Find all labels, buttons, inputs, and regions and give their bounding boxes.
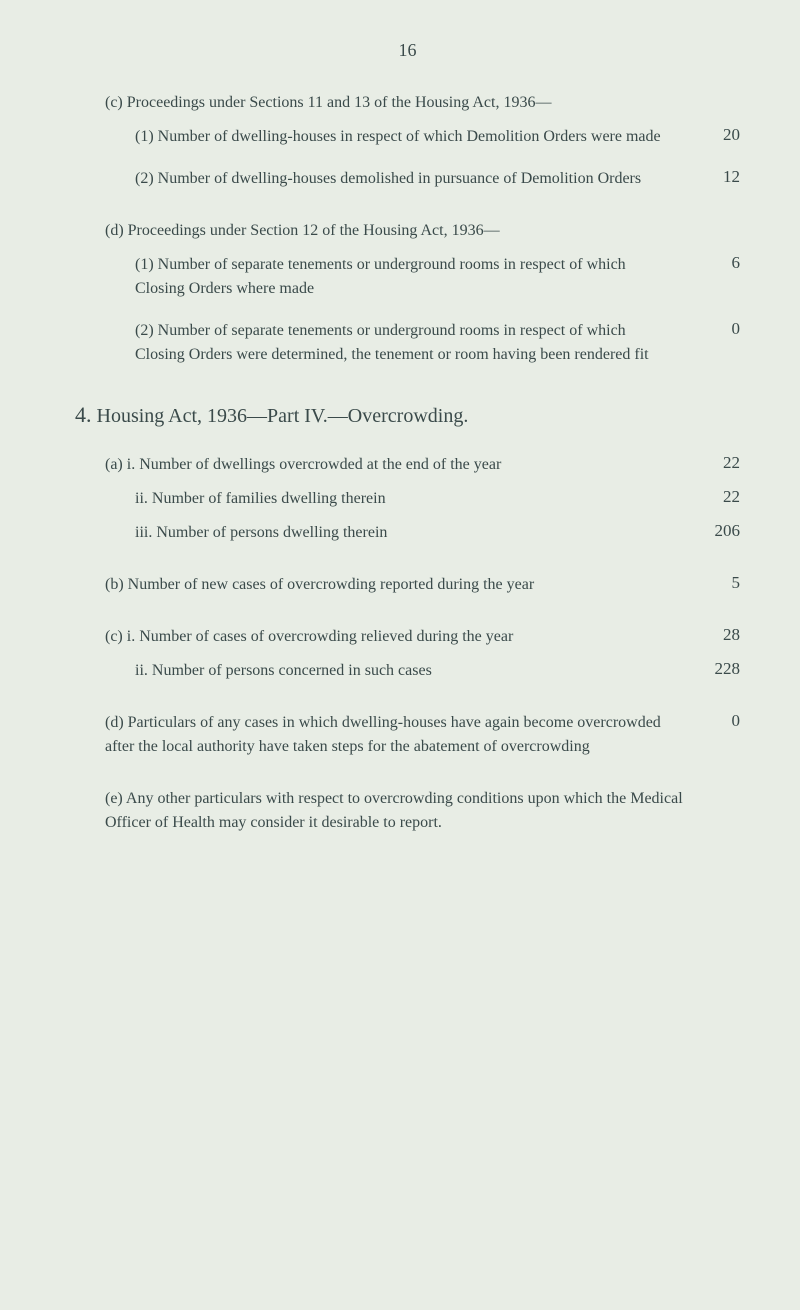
sub-b-label: (b) — [105, 576, 124, 593]
section-d-item-1-value: 6 — [700, 253, 740, 273]
section-c-item-2-text: (2) Number of dwelling-houses demolished… — [135, 167, 700, 191]
section-d-item-2: (2) Number of separate tenements or unde… — [75, 319, 740, 367]
sub-c-item-2: ii. Number of persons concerned in such … — [75, 659, 740, 683]
section-c-item-1-text: (1) Number of dwelling-houses in respect… — [135, 125, 700, 149]
section-4-title: Housing Act, 1936—Part IV.—Overcrowding. — [97, 405, 469, 427]
section-d-label: (d) — [105, 222, 124, 239]
item-content: Number of separate tenements or undergro… — [135, 322, 649, 363]
page-number: 16 — [75, 40, 740, 61]
sub-a-item-2-text: ii. Number of families dwelling therein — [135, 487, 700, 511]
section-d-item-2-value: 0 — [700, 319, 740, 339]
item-label: iii. — [135, 524, 152, 541]
sub-a-item-1-value: 22 — [700, 453, 740, 473]
sub-a-item-2-value: 22 — [700, 487, 740, 507]
section-4-number: 4. — [75, 402, 92, 427]
sub-d: (d) Particulars of any cases in which dw… — [75, 711, 740, 759]
item-content: Number of dwelling-houses demolished in … — [158, 170, 641, 187]
section-c-title: (c) Proceedings under Sections 11 and 13… — [105, 91, 740, 115]
item-label: i. — [127, 456, 135, 473]
sub-a-item-3: iii. Number of persons dwelling therein … — [75, 521, 740, 545]
sub-d-content: Particulars of any cases in which dwelli… — [105, 714, 661, 755]
sub-a-item-3-text: iii. Number of persons dwelling therein — [135, 521, 700, 545]
sub-e-label: (e) — [105, 790, 123, 807]
sub-a-item-1: (a) i. Number of dwellings overcrowded a… — [75, 453, 740, 477]
section-d-header: (d) Proceedings under Section 12 of the … — [75, 219, 740, 243]
sub-e-text: (e) Any other particulars with respect t… — [105, 787, 740, 835]
sub-c-item-1-text: (c) i. Number of cases of overcrowding r… — [105, 625, 700, 649]
section-c-item-1-value: 20 — [700, 125, 740, 145]
section-c-title-text: Proceedings under Sections 11 and 13 of … — [127, 94, 552, 111]
section-d-title-text: Proceedings under Section 12 of the Hous… — [128, 222, 500, 239]
item-label: (1) — [135, 128, 154, 145]
sub-c-label: (c) — [105, 628, 123, 645]
sub-a-label: (a) — [105, 456, 123, 473]
item-label: (2) — [135, 170, 154, 187]
sub-d-label: (d) — [105, 714, 124, 731]
sub-c-item-2-value: 228 — [700, 659, 740, 679]
sub-e: (e) Any other particulars with respect t… — [75, 787, 740, 835]
section-d-title: (d) Proceedings under Section 12 of the … — [105, 219, 740, 243]
document-page: 16 (c) Proceedings under Sections 11 and… — [0, 0, 800, 893]
sub-b-content: Number of new cases of overcrowding repo… — [128, 576, 535, 593]
section-4-heading: 4. Housing Act, 1936—Part IV.—Overcrowdi… — [75, 402, 740, 428]
item-content: Number of dwellings overcrowded at the e… — [139, 456, 501, 473]
item-label: (2) — [135, 322, 154, 339]
sub-b: (b) Number of new cases of overcrowding … — [75, 573, 740, 597]
item-content: Number of persons concerned in such case… — [152, 662, 432, 679]
item-label: (1) — [135, 256, 154, 273]
section-d-item-1: (1) Number of separate tenements or unde… — [75, 253, 740, 301]
sub-d-value: 0 — [700, 711, 740, 731]
sub-a-item-2: ii. Number of families dwelling therein … — [75, 487, 740, 511]
item-content: Number of families dwelling therein — [152, 490, 386, 507]
sub-b-text: (b) Number of new cases of overcrowding … — [105, 573, 700, 597]
section-c-item-2: (2) Number of dwelling-houses demolished… — [75, 167, 740, 191]
sub-c-item-1-value: 28 — [700, 625, 740, 645]
section-d-item-1-text: (1) Number of separate tenements or unde… — [135, 253, 700, 301]
section-c-item-1: (1) Number of dwelling-houses in respect… — [75, 125, 740, 149]
sub-a-item-1-text: (a) i. Number of dwellings overcrowded a… — [105, 453, 700, 477]
item-label: ii. — [135, 490, 148, 507]
section-c-header: (c) Proceedings under Sections 11 and 13… — [75, 91, 740, 115]
section-c-item-2-value: 12 — [700, 167, 740, 187]
item-label: ii. — [135, 662, 148, 679]
sub-b-value: 5 — [700, 573, 740, 593]
sub-e-content: Any other particulars with respect to ov… — [105, 790, 683, 831]
item-content: Number of dwelling-houses in respect of … — [158, 128, 661, 145]
section-c-label: (c) — [105, 94, 123, 111]
sub-a-item-3-value: 206 — [700, 521, 740, 541]
item-label: i. — [127, 628, 135, 645]
item-content: Number of separate tenements or undergro… — [135, 256, 626, 297]
sub-d-text: (d) Particulars of any cases in which dw… — [105, 711, 700, 759]
item-content: Number of cases of overcrowding relieved… — [139, 628, 513, 645]
item-content: Number of persons dwelling therein — [156, 524, 387, 541]
sub-c-item-2-text: ii. Number of persons concerned in such … — [135, 659, 700, 683]
section-d-item-2-text: (2) Number of separate tenements or unde… — [135, 319, 700, 367]
sub-c-item-1: (c) i. Number of cases of overcrowding r… — [75, 625, 740, 649]
